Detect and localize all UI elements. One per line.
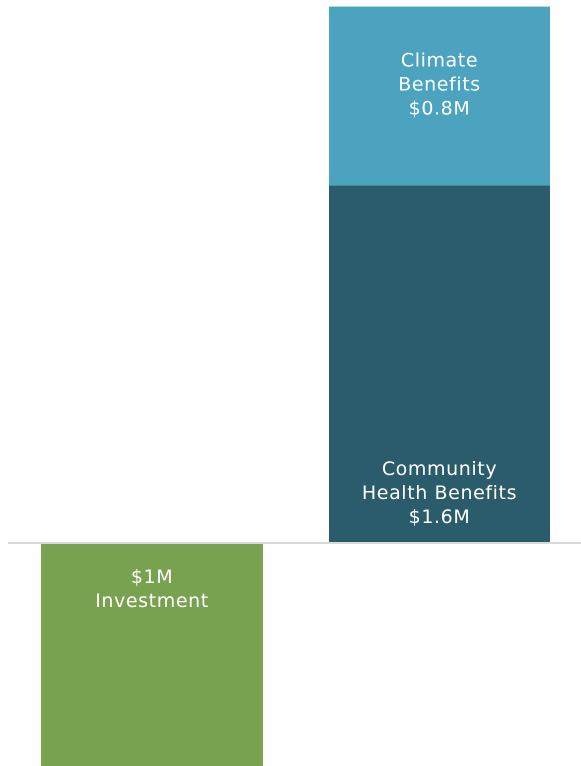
bar-1-segment-1-label-line: $0.8M [409, 98, 471, 120]
bar-1-segment-0-label-line: Community [382, 458, 497, 480]
bar-1-segment-1-label-line: Climate [401, 50, 478, 72]
bar-1-segment-1 [329, 6, 550, 186]
bar-1-segment-0-label-line: Health Benefits [362, 482, 517, 504]
bar-1-segment-1-label: Climate Benefits $0.8M [398, 50, 481, 120]
bars-layer [41, 6, 550, 766]
bar-1-segment-0 [329, 185, 550, 543]
labels-layer: $1M Investment Community Health Benefits $1.… [95, 50, 517, 612]
bar-0-segment-0-label-line: $1M [131, 566, 173, 588]
bar-0-segment-0-label-line: Investment [95, 590, 209, 612]
bar-1-segment-0-label-line: $1.6M [409, 506, 471, 528]
bar-1-segment-0-label: Community Health Benefits $1.6M [362, 458, 517, 528]
bar-1-segment-1-label-line: Benefits [398, 74, 481, 96]
bar-0-segment-0 [41, 543, 263, 766]
bar-0-segment-0-label: $1M Investment [95, 566, 209, 612]
